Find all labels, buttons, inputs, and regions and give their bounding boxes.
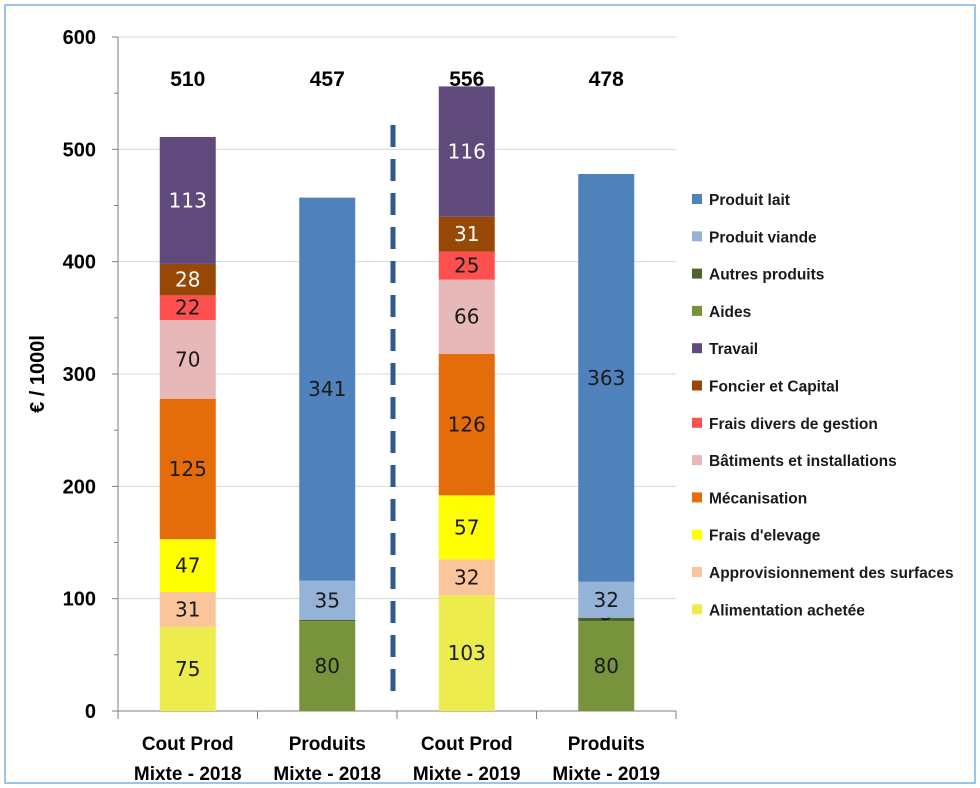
y-tick-label: 300 [63,364,96,386]
x-tick-label: Cout Prod [421,734,513,755]
legend-label: Alimentation achetée [709,602,865,619]
bar-value-label: 32 [454,565,479,589]
bar-value-label: 113 [169,188,207,212]
legend-label: Produit viande [709,229,817,246]
legend-label: Mécanisation [709,490,807,507]
bar-value-label: 31 [175,597,200,621]
bar-value-label: 66 [454,305,479,329]
bar-value-label: 341 [308,377,346,401]
x-tick-label: Mixte - 2018 [273,764,381,785]
bar-group: 80332363 [578,174,634,711]
legend-swatch [692,343,702,353]
bar-value-label: 31 [454,222,479,246]
bar-value-label: 80 [315,654,340,678]
legend-swatch [692,231,702,241]
x-tick-label: Mixte - 2018 [134,764,242,785]
bar-value-label: 116 [448,140,486,164]
bar-value-label: 47 [175,554,200,578]
bar-value-label: 35 [315,588,340,612]
legend-swatch [692,381,702,391]
bar-value-label: 25 [454,254,479,278]
x-axis-labels: Cout Prod Mixte - 2018 Produits Mixte - 201… [134,734,660,785]
bar-value-label: 125 [169,457,207,481]
legend-label: Frais d'elevage [709,528,821,545]
legend-swatch [692,492,702,502]
legend-swatch [692,269,702,279]
legend-label: Approvisionnement des surfaces [709,565,954,582]
legend-swatch [692,306,702,316]
y-axis-label: € / 1000l [27,335,49,413]
bar-value-label: 28 [175,268,200,292]
x-tick-label: Mixte - 2019 [413,764,521,785]
total-label: 457 [310,68,345,91]
bars: 7531471257022281138013534110332571266625… [160,86,635,711]
total-label: 510 [170,68,205,91]
bar-value-label: 70 [175,347,200,371]
legend-swatch [692,418,702,428]
legend-swatch [692,530,702,540]
legend-swatch [692,604,702,614]
legend-label: Produit lait [709,192,790,209]
legend: Produit lait Produit viande Autres produit… [692,192,954,619]
bar-group: 75 31 47 125 70 22 28 113 [160,137,216,711]
bar-group: 80135341 [299,198,355,711]
total-label: 478 [589,68,624,91]
bar-value-label: 32 [594,588,619,612]
y-tick-label: 0 [85,701,96,723]
x-tick-label: Cout Prod [142,734,234,755]
total-labels: 510 457 556 478 [170,68,624,91]
bar-value-label: 363 [587,366,625,390]
y-tick-label: 400 [63,252,96,274]
bar-value-label: 22 [175,296,200,320]
bar-value-label: 75 [175,657,200,681]
y-tick-label: 200 [63,476,96,498]
bar-value-label: 80 [594,654,619,678]
legend-swatch [692,455,702,465]
y-tick-label: 600 [63,27,96,49]
legend-label: Autres produits [709,267,824,284]
x-tick-label: Produits [289,734,366,755]
legend-swatch [692,194,702,204]
y-tick-label: 100 [63,589,96,611]
legend-label: Bâtiments et installations [709,453,897,470]
legend-label: Frais divers de gestion [709,416,878,433]
legend-swatch [692,567,702,577]
bar-group: 103 32 57 126 66 25 31 116 [439,86,495,711]
x-tick-label: Produits [568,734,645,755]
bar-value-label: 57 [454,515,479,539]
legend-label: Aides [709,304,751,321]
x-tick-label: Mixte - 2019 [552,764,660,785]
bar-value-label: 126 [448,413,486,437]
legend-label: Foncier et Capital [709,379,839,396]
total-label: 556 [449,68,484,91]
y-tick-label: 500 [63,139,96,161]
bar-value-label: 103 [448,641,486,665]
legend-label: Travail [709,341,758,358]
